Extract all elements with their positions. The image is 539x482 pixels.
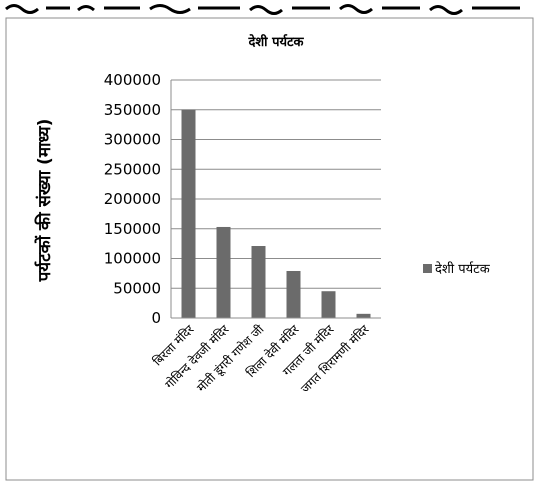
y-tick-label: 350000 bbox=[104, 101, 161, 119]
bar bbox=[181, 109, 196, 318]
bar bbox=[251, 246, 266, 318]
chart-area-border bbox=[5, 17, 534, 481]
y-tick-label: 0 bbox=[151, 309, 161, 327]
bar bbox=[286, 270, 301, 318]
y-tick-label: 300000 bbox=[104, 131, 161, 149]
bar bbox=[356, 313, 371, 318]
chart-title: देशी पर्यटक bbox=[247, 34, 304, 50]
legend-label: देशी पर्यटक bbox=[435, 261, 491, 277]
y-axis-label: पर्यटकों की संख्या (माध्य) bbox=[34, 119, 55, 283]
legend-swatch bbox=[423, 264, 432, 273]
y-tick-label: 50000 bbox=[113, 279, 161, 297]
bar bbox=[216, 226, 231, 318]
gridlines bbox=[171, 79, 381, 289]
cropped-header-glyphs bbox=[5, 4, 520, 15]
y-axis-ticks: 0 50000 100000 150000 200000 250000 300000 3500… bbox=[104, 71, 161, 327]
bars bbox=[181, 109, 371, 318]
y-tick-label: 200000 bbox=[104, 190, 161, 208]
y-tick-label: 250000 bbox=[104, 160, 161, 178]
y-tick-label: 150000 bbox=[104, 220, 161, 238]
bar bbox=[321, 291, 336, 318]
y-tick-label: 400000 bbox=[104, 71, 161, 89]
x-axis-categories: बिरला मंदिरगोविन्द देवजी मंदिरमोती डूंगर… bbox=[150, 321, 372, 395]
y-tick-label: 100000 bbox=[104, 250, 161, 268]
cropped-header-strip bbox=[0, 0, 539, 16]
